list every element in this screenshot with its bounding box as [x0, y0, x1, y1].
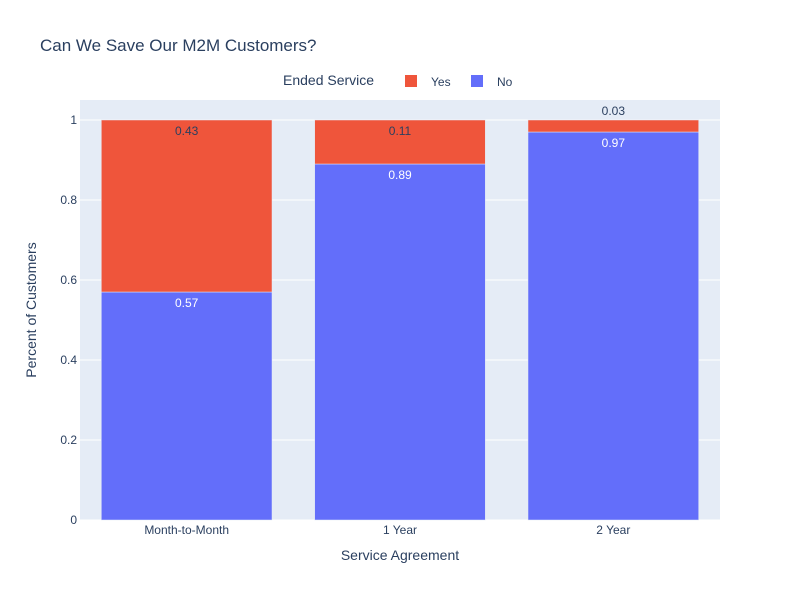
legend-swatch-no [471, 75, 483, 87]
legend-label: No [497, 75, 513, 89]
bar-no-1 [314, 163, 486, 521]
y-tick-label: 0.8 [60, 193, 77, 207]
chart-title: Can We Save Our M2M Customers? [40, 36, 317, 55]
bar-no-2 [527, 131, 699, 521]
bar-no-0 [101, 291, 273, 521]
y-axis-ticks: 0 0.2 0.4 0.6 0.8 1 [60, 113, 77, 527]
bar-yes-1 [314, 119, 486, 165]
bar-yes-2 [527, 119, 699, 133]
data-label: 0.97 [602, 136, 626, 150]
x-tick-label: 2 Year [596, 523, 630, 537]
data-label: 0.43 [175, 124, 199, 138]
bars [101, 119, 699, 521]
legend-swatch-yes [405, 75, 417, 87]
y-axis-title: Percent of Customers [23, 242, 39, 377]
data-label: 0.03 [602, 104, 626, 118]
x-axis-title: Service Agreement [341, 547, 459, 563]
legend-title: Ended Service [283, 72, 374, 88]
y-tick-label: 1 [70, 113, 77, 127]
bar-labels: 0.57 0.43 0.89 0.11 0.97 0.03 [175, 104, 625, 310]
y-tick-label: 0 [70, 513, 77, 527]
data-label: 0.89 [388, 168, 412, 182]
y-tick-label: 0.6 [60, 273, 77, 287]
y-tick-label: 0.2 [60, 433, 77, 447]
y-tick-label: 0.4 [60, 353, 77, 367]
legend: Ended Service Yes No [283, 72, 513, 89]
x-tick-label: 1 Year [383, 523, 417, 537]
data-label: 0.57 [175, 296, 199, 310]
bar-yes-0 [101, 119, 273, 293]
x-axis-ticks: Month-to-Month 1 Year 2 Year [144, 523, 630, 537]
x-tick-label: Month-to-Month [144, 523, 229, 537]
legend-label: Yes [431, 75, 451, 89]
data-label: 0.11 [389, 124, 412, 138]
